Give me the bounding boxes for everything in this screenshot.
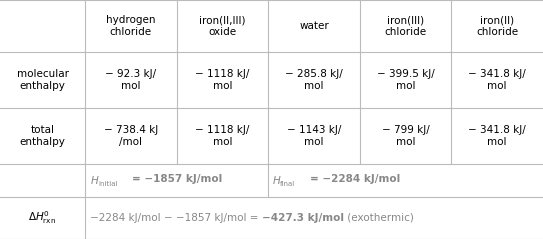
Text: = −1857 kJ/mol: = −1857 kJ/mol <box>132 174 222 185</box>
Text: total
enthalpy: total enthalpy <box>20 125 66 147</box>
Text: hydrogen
chloride: hydrogen chloride <box>106 15 155 37</box>
Text: $\it{H}$: $\it{H}$ <box>90 174 99 185</box>
Text: $\Delta H^0_\mathrm{rxn}$: $\Delta H^0_\mathrm{rxn}$ <box>28 210 56 226</box>
Text: − 1143 kJ/
mol: − 1143 kJ/ mol <box>287 125 341 147</box>
Text: initial: initial <box>98 181 117 188</box>
Text: − 341.8 kJ/
mol: − 341.8 kJ/ mol <box>468 69 526 91</box>
Text: − 341.8 kJ/
mol: − 341.8 kJ/ mol <box>468 125 526 147</box>
Text: iron(II)
chloride: iron(II) chloride <box>476 15 518 37</box>
Text: − 399.5 kJ/
mol: − 399.5 kJ/ mol <box>377 69 434 91</box>
Text: − 799 kJ/
mol: − 799 kJ/ mol <box>382 125 430 147</box>
Text: − 1118 kJ/
mol: − 1118 kJ/ mol <box>195 125 250 147</box>
Text: molecular
enthalpy: molecular enthalpy <box>16 69 68 91</box>
Text: iron(II,III)
oxide: iron(II,III) oxide <box>199 15 245 37</box>
Text: −2284 kJ/mol − −1857 kJ/mol =: −2284 kJ/mol − −1857 kJ/mol = <box>90 213 262 223</box>
Text: (exothermic): (exothermic) <box>344 213 414 223</box>
Text: $\it{H}$: $\it{H}$ <box>272 174 282 185</box>
Text: iron(III)
chloride: iron(III) chloride <box>384 15 427 37</box>
Text: water: water <box>299 21 329 31</box>
Text: −427.3 kJ/mol: −427.3 kJ/mol <box>262 213 344 223</box>
Text: − 1118 kJ/
mol: − 1118 kJ/ mol <box>195 69 250 91</box>
Text: = −2284 kJ/mol: = −2284 kJ/mol <box>310 174 400 185</box>
Text: final: final <box>280 181 295 188</box>
Text: − 285.8 kJ/
mol: − 285.8 kJ/ mol <box>285 69 343 91</box>
Text: − 92.3 kJ/
mol: − 92.3 kJ/ mol <box>105 69 156 91</box>
Text: − 738.4 kJ
/mol: − 738.4 kJ /mol <box>104 125 158 147</box>
